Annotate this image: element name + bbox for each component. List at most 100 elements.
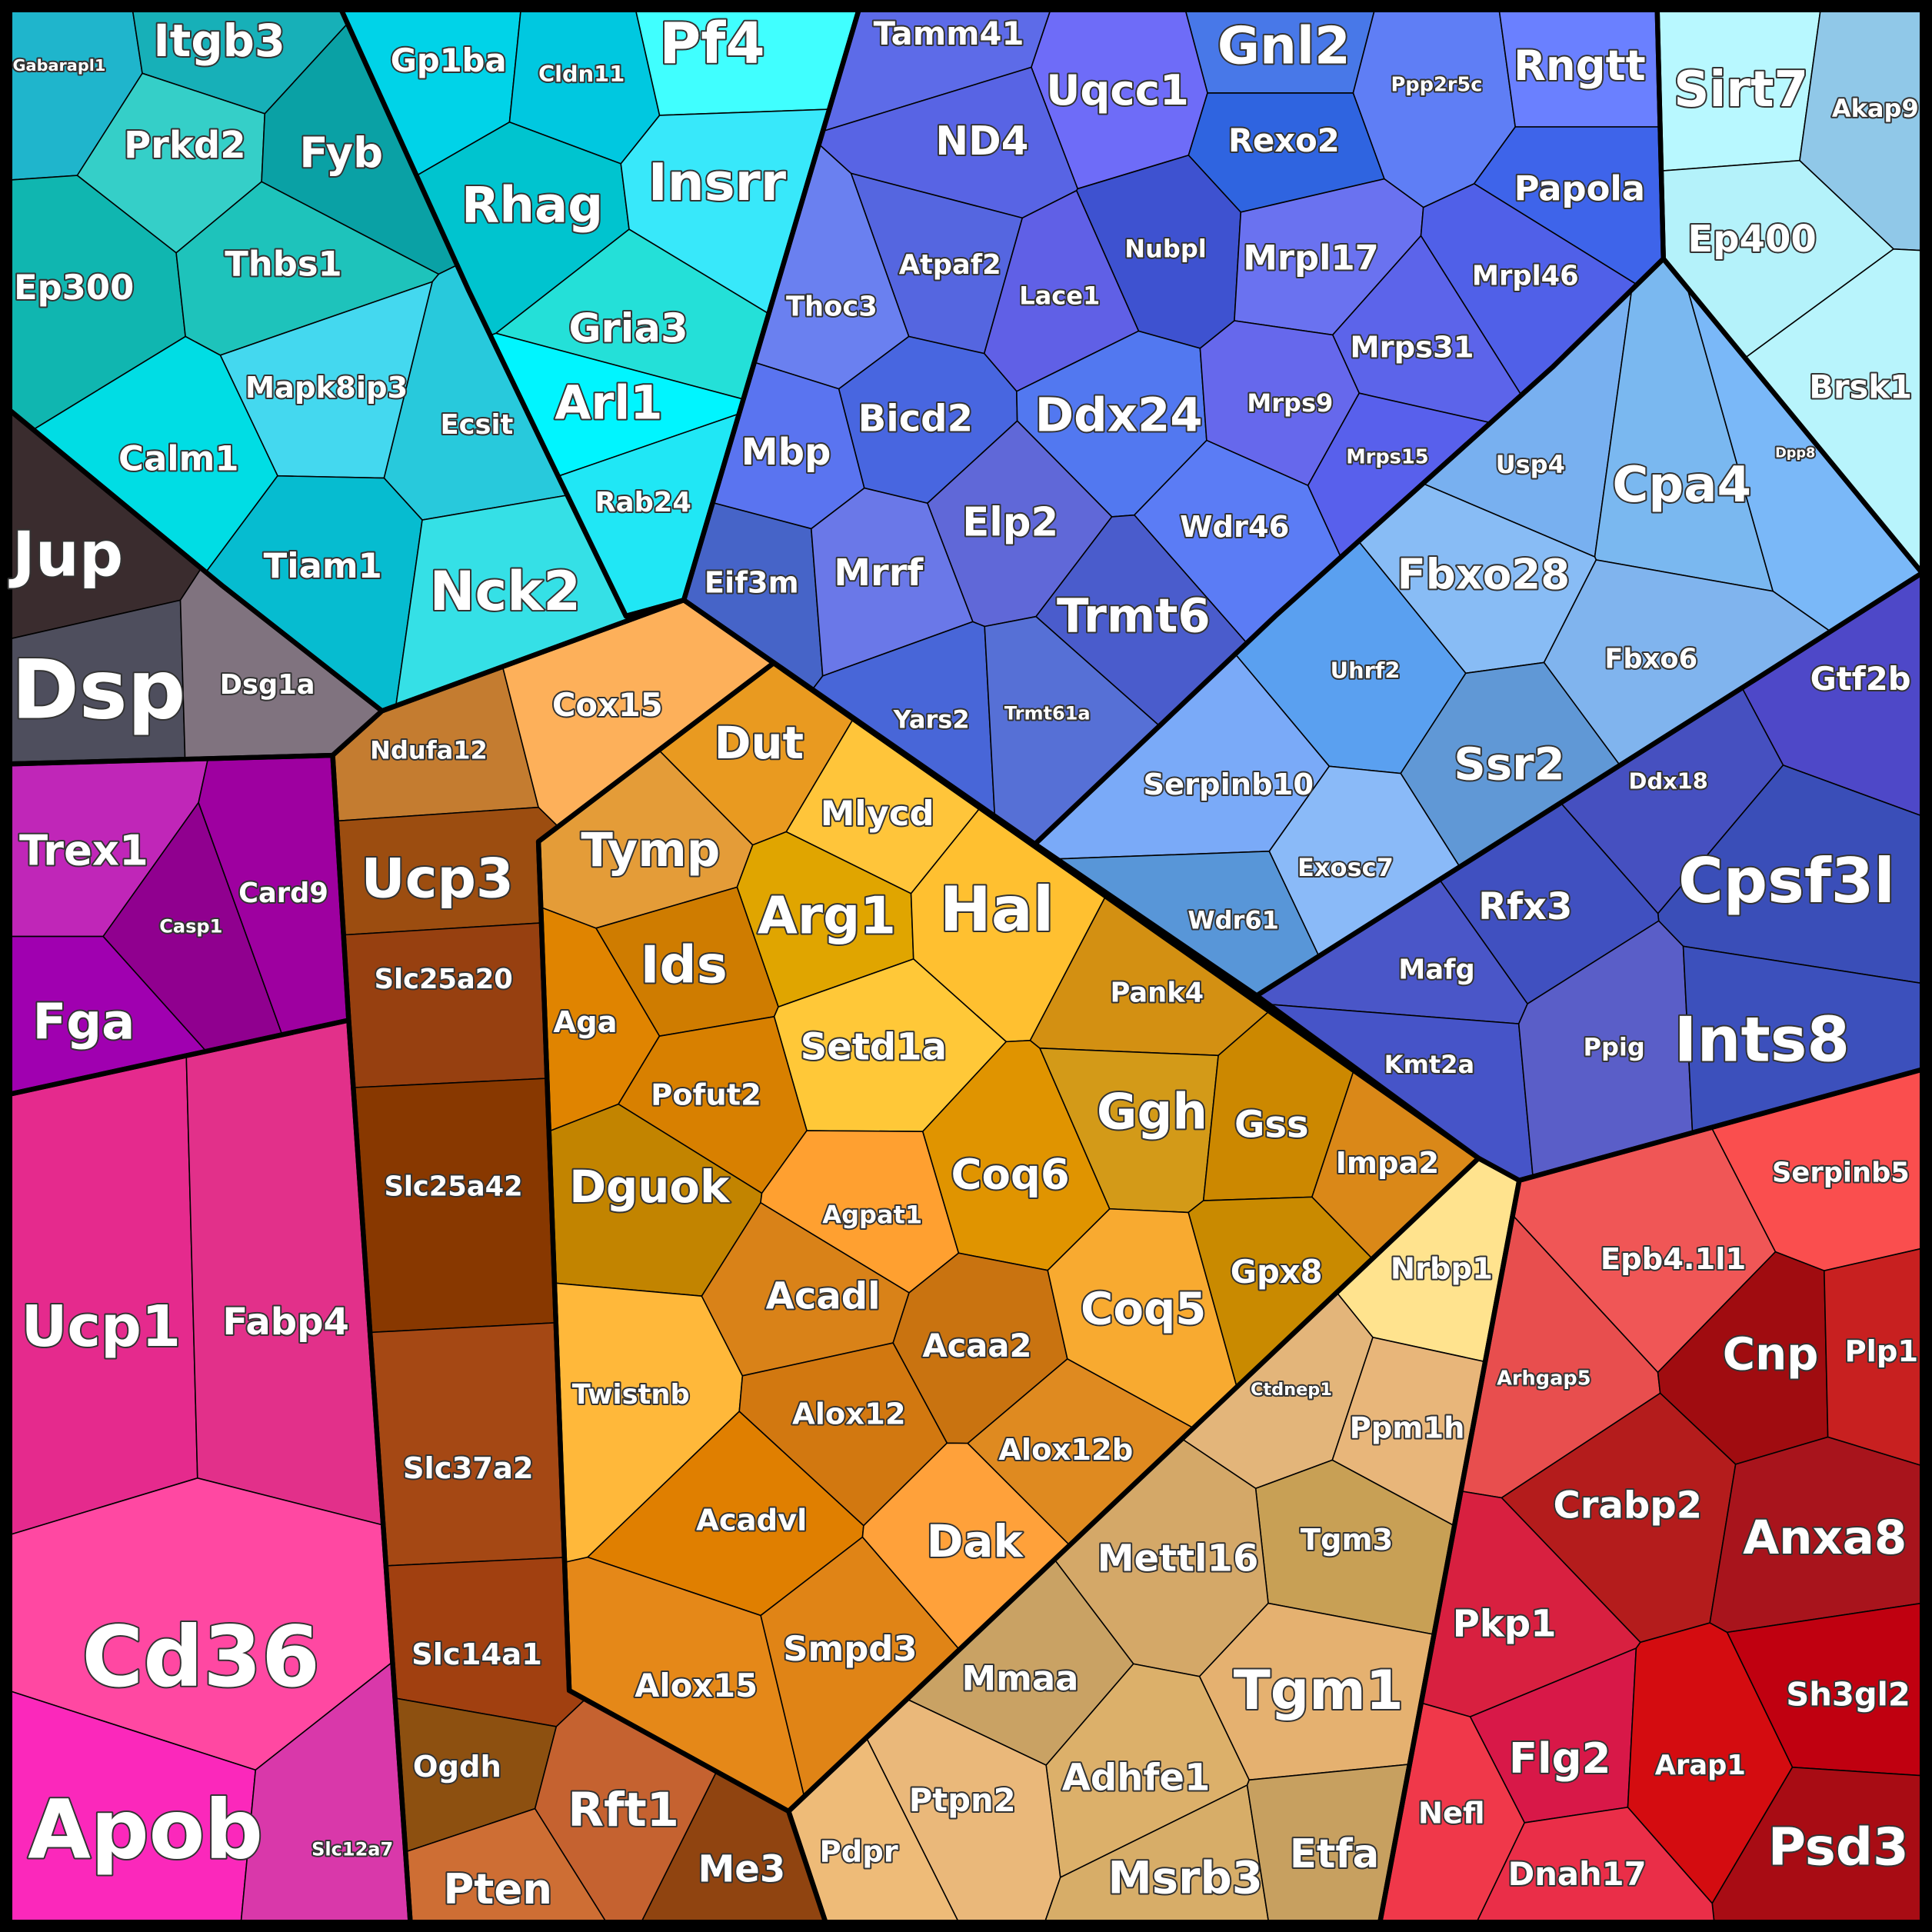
cell-label: Sirt7 — [1674, 62, 1808, 118]
cell-label: Me3 — [698, 1847, 786, 1890]
cell-label: Apob — [28, 1783, 263, 1877]
cell-label: Brsk1 — [1809, 368, 1912, 406]
cell-label: Cpsf3l — [1678, 845, 1895, 917]
cell-label: Lace1 — [1019, 281, 1100, 310]
cell-label: Acadvl — [696, 1503, 807, 1537]
cell-label: Trex1 — [19, 825, 148, 874]
cell-label: Etfa — [1290, 1831, 1379, 1877]
cell-label: Fabp4 — [222, 1301, 349, 1344]
cell-label: Fbxo6 — [1604, 644, 1697, 675]
cell-label: Arg1 — [758, 885, 896, 945]
group-border — [1377, 1067, 1925, 1925]
cell-label: Cldn11 — [538, 61, 625, 87]
cell-label: Ggh — [1097, 1084, 1208, 1141]
cell-label: Rngtt — [1514, 41, 1646, 90]
cell-label: Arhgap5 — [1497, 1367, 1591, 1391]
cell-label: Ddx18 — [1629, 768, 1708, 794]
cell-label: Thbs1 — [225, 243, 342, 284]
cell-label: Plp1 — [1845, 1334, 1919, 1369]
cell-label: Pank4 — [1110, 978, 1204, 1009]
group-border — [1654, 7, 1925, 576]
cell-label: Coq5 — [1081, 1282, 1206, 1334]
cell-label: Agpat1 — [822, 1201, 922, 1230]
cell-label: ND4 — [935, 118, 1028, 165]
cell-label: Alox12b — [998, 1433, 1133, 1467]
cell-label: Ep400 — [1687, 218, 1817, 261]
cell-label: Rab24 — [595, 487, 691, 518]
cell-label: Card9 — [238, 878, 328, 909]
cell — [369, 1321, 565, 1567]
cell-label: Sh3gl2 — [1786, 1675, 1910, 1713]
cell-label: Twistnb — [572, 1379, 690, 1411]
cell-label: Itgb3 — [153, 15, 285, 67]
cell-label: Crabp2 — [1553, 1484, 1702, 1527]
cell-label: Usp4 — [1496, 450, 1565, 479]
cell-label: Mrps31 — [1350, 330, 1474, 365]
cell-label: Acadl — [766, 1274, 881, 1317]
cell-label: Slc25a42 — [384, 1171, 522, 1202]
cell — [342, 922, 548, 1088]
cell-label: Dut — [715, 717, 804, 769]
cell-label: Ndufa12 — [370, 736, 488, 765]
cell-label: Atpaf2 — [899, 249, 1001, 281]
cell-label: Cd36 — [82, 1608, 319, 1706]
cell-label: Hal — [940, 874, 1054, 945]
cell-label: Dpp8 — [1775, 446, 1815, 461]
cell-label: Ssr2 — [1454, 738, 1564, 790]
cell-label: Ids — [641, 934, 728, 994]
cell-label: Mettl16 — [1098, 1537, 1259, 1581]
cell-label: Insrr — [648, 152, 786, 212]
cell-label: Rhag — [461, 178, 603, 235]
cell-label: Pten — [443, 1864, 552, 1914]
cell-label: Tgm3 — [1301, 1523, 1394, 1557]
cell-label: Ints8 — [1674, 1004, 1850, 1076]
cell-label: Nrbp1 — [1391, 1252, 1493, 1287]
cell-label: Mrpl46 — [1472, 260, 1579, 291]
cell-label: Tgm1 — [1234, 1659, 1404, 1722]
cell-label: Dsg1a — [220, 669, 315, 701]
cell-label: Mrps9 — [1247, 388, 1333, 418]
cell-label: Tamm41 — [874, 15, 1024, 52]
cell-label: Pf4 — [659, 12, 764, 77]
cell-label: Ucp3 — [361, 847, 513, 910]
cell-label: Mafg — [1398, 954, 1474, 985]
cell-label: Elp2 — [962, 499, 1058, 545]
cell-label: Slc37a2 — [403, 1451, 534, 1486]
cell-label: Gria3 — [568, 306, 688, 352]
cell-label: Dguok — [569, 1161, 731, 1213]
cell-label: Mrrf — [834, 551, 924, 595]
cell-label: Tymp — [581, 823, 720, 878]
cell-label: Nubpl — [1124, 235, 1206, 264]
cell-label: Wdr46 — [1180, 510, 1289, 545]
cell-label: Mmaa — [962, 1657, 1079, 1698]
cell-label: Adhfe1 — [1062, 1757, 1211, 1800]
cell-label: Mapk8ip3 — [245, 371, 408, 405]
cell-label: Gtf2b — [1810, 660, 1911, 698]
cell-label: Dsp — [12, 643, 185, 738]
cell-label: Mlycd — [821, 793, 934, 834]
cell-label: Fga — [32, 994, 135, 1051]
cell-label: Ecsit — [441, 409, 514, 441]
cell-label: Trmt6 — [1057, 589, 1211, 644]
cell-label: Ppig — [1584, 1033, 1645, 1062]
labels: Gabarapl1 Itgb3 Prkd2 Fyb Ep300 Thbs1 Mapk8ip3… — [7, 10, 1920, 1915]
cell-label: Uhrf2 — [1331, 658, 1401, 684]
cell-label: Ep300 — [14, 267, 134, 308]
cell-label: Smpd3 — [783, 1628, 917, 1669]
cell-label: Ptpn2 — [909, 1781, 1016, 1819]
cell-label: Wdr61 — [1188, 906, 1279, 935]
cell-label: Serpinb5 — [1772, 1158, 1910, 1189]
cell-label: Impa2 — [1336, 1146, 1440, 1181]
cell-label: Gpx8 — [1231, 1253, 1323, 1291]
cell-label: Calm1 — [118, 438, 238, 478]
cell-label: Acaa2 — [922, 1327, 1031, 1364]
cell-label: Gp1ba — [391, 42, 507, 79]
cell-label: Slc12a7 — [311, 1839, 393, 1860]
cell-label: Coq6 — [951, 1150, 1070, 1199]
cell-label: Fbxo28 — [1397, 550, 1571, 599]
cell-label: Alox15 — [635, 1667, 758, 1704]
cell-label: Gss — [1234, 1104, 1309, 1147]
cell-label: Slc25a20 — [375, 964, 513, 995]
cell-label: Thoc3 — [786, 291, 878, 322]
